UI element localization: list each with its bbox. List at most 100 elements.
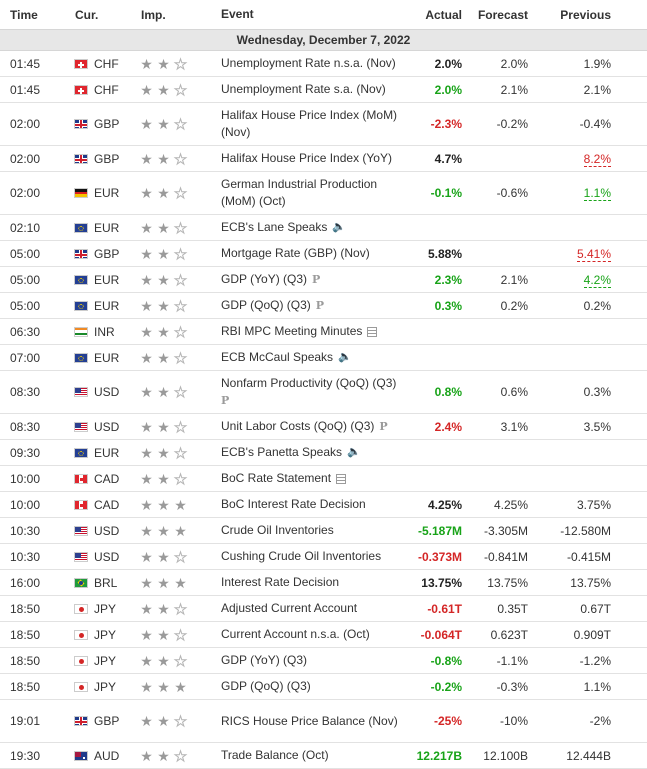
event-time: 16:00 — [10, 575, 41, 590]
event-name[interactable]: GDP (YoY) (Q3) — [221, 653, 308, 667]
table-row[interactable]: 02:10 EUR ★ ★ ★ ECB's Lane Speaks 🔈 — [0, 215, 647, 241]
table-row[interactable]: 05:00 EUR ★ ★ ★ GDP (YoY) (Q3) P 2.3% 2.1% 4.2% — [0, 267, 647, 293]
table-row[interactable]: 06:30 INR ★ ★ ★ RBI MPC Meeting Minutes — [0, 319, 647, 345]
event-name[interactable]: Crude Oil Inventories — [221, 523, 334, 537]
header-previous[interactable]: Previous — [560, 7, 611, 22]
header-actual[interactable]: Actual — [425, 7, 462, 22]
event-name[interactable]: ECB's Lane Speaks — [221, 219, 328, 234]
table-row[interactable]: 10:30 USD ★ ★ ★ Cushing Crude Oil Inventories… — [0, 544, 647, 570]
previous-value: 12.444B — [566, 748, 611, 763]
event-name[interactable]: Halifax House Price Index (MoM) (Nov) — [221, 108, 398, 139]
event-name[interactable]: GDP (QoQ) (Q3) — [221, 297, 311, 312]
event-cell[interactable]: Adjusted Current Account — [221, 600, 406, 617]
event-cell[interactable]: Unemployment Rate n.s.a. (Nov) — [221, 55, 406, 72]
header-currency[interactable]: Cur. — [75, 7, 99, 22]
event-cell[interactable]: BoC Interest Rate Decision — [221, 496, 406, 513]
forecast-value: -1.1% — [496, 653, 528, 668]
event-cell[interactable]: RBI MPC Meeting Minutes — [221, 323, 406, 340]
event-cell[interactable]: ECB's Lane Speaks 🔈 — [221, 219, 406, 236]
table-row[interactable]: 08:30 USD ★ ★ ★ Nonfarm Productivity (QoQ) (Q… — [0, 371, 647, 414]
event-name[interactable]: GDP (QoQ) (Q3) — [221, 679, 311, 693]
event-name[interactable]: Unit Labor Costs (QoQ) (Q3) — [221, 418, 375, 433]
event-time: 10:30 — [10, 549, 41, 564]
event-cell[interactable]: Mortgage Rate (GBP) (Nov) — [221, 245, 406, 262]
event-time: 08:30 — [10, 385, 41, 399]
ch-flag-icon — [74, 58, 88, 69]
header-forecast[interactable]: Forecast — [477, 7, 528, 22]
event-name[interactable]: Adjusted Current Account — [221, 601, 358, 615]
event-cell[interactable]: GDP (YoY) (Q3) — [221, 652, 406, 669]
table-row[interactable]: 18:50 JPY ★ ★ ★ Adjusted Current Account -0.61… — [0, 596, 647, 622]
table-row[interactable]: 19:30 AUD ★ ★ ★ Trade Balance (Oct) 12.217B 12.… — [0, 743, 647, 769]
event-cell[interactable]: ECB's Panetta Speaks 🔈 — [221, 444, 406, 461]
actual-value: -2.3% — [430, 117, 462, 131]
table-row[interactable]: 02:00 GBP ★ ★ ★ Halifax House Price Index (Yo… — [0, 146, 647, 172]
event-cell[interactable]: Crude Oil Inventories — [221, 522, 406, 539]
table-row[interactable]: 02:00 EUR ★ ★ ★ German Industrial Production … — [0, 172, 647, 215]
event-name[interactable]: Unemployment Rate n.s.a. (Nov) — [221, 56, 396, 70]
importance-star-icon: ★ — [140, 652, 153, 669]
event-cell[interactable]: Unit Labor Costs (QoQ) (Q3) P — [221, 418, 406, 435]
header-event[interactable]: Event — [221, 7, 254, 21]
event-name[interactable]: Current Account n.s.a. (Oct) — [221, 627, 370, 641]
event-cell[interactable]: Cushing Crude Oil Inventories — [221, 548, 406, 565]
event-cell[interactable]: GDP (QoQ) (Q3) P — [221, 297, 406, 314]
actual-value: 2.0% — [434, 56, 462, 71]
event-name[interactable]: Nonfarm Productivity (QoQ) (Q3) — [221, 375, 397, 390]
event-cell[interactable]: Interest Rate Decision — [221, 574, 406, 591]
event-cell[interactable]: GDP (QoQ) (Q3) — [221, 678, 406, 695]
importance-rating: ★ ★ ★ — [132, 272, 221, 287]
forecast-value: 0.623T — [490, 627, 528, 642]
table-row[interactable]: 05:00 GBP ★ ★ ★ Mortgage Rate (GBP) (Nov) 5.88… — [0, 241, 647, 267]
table-row[interactable]: 10:00 CAD ★ ★ ★ BoC Interest Rate Decision 4.2… — [0, 492, 647, 518]
table-row[interactable]: 01:45 CHF ★ ★ ★ Unemployment Rate n.s.a. (Nov… — [0, 51, 647, 77]
table-row[interactable]: 19:01 GBP ★ ★ ★ RICS House Price Balance (Nov… — [0, 700, 647, 743]
event-cell[interactable]: ECB McCaul Speaks 🔈 — [221, 349, 406, 366]
event-name[interactable]: Trade Balance (Oct) — [221, 748, 329, 762]
importance-rating: ★ ★ ★ — [132, 471, 221, 486]
table-row[interactable]: 02:00 GBP ★ ★ ★ Halifax House Price Index (Mo… — [0, 103, 647, 146]
table-row[interactable]: 07:00 EUR ★ ★ ★ ECB McCaul Speaks 🔈 — [0, 345, 647, 371]
event-name[interactable]: RICS House Price Balance (Nov) — [221, 713, 398, 728]
event-name[interactable]: ECB McCaul Speaks — [221, 349, 334, 364]
event-cell[interactable]: Halifax House Price Index (YoY) — [221, 150, 406, 167]
header-importance[interactable]: Imp. — [141, 7, 166, 22]
header-time[interactable]: Time — [10, 7, 38, 22]
previous-value: 0.67T — [580, 601, 611, 616]
event-name[interactable]: BoC Rate Statement — [221, 471, 332, 485]
previous-value: 2.1% — [583, 82, 611, 97]
table-row[interactable]: 10:30 USD ★ ★ ★ Crude Oil Inventories -5.187M -… — [0, 518, 647, 544]
event-name[interactable]: ECB's Panetta Speaks — [221, 444, 343, 459]
importance-star-icon: ★ — [157, 150, 170, 167]
event-name[interactable]: GDP (YoY) (Q3) — [221, 271, 308, 286]
event-cell[interactable]: German Industrial Production (MoM) (Oct) — [221, 176, 406, 210]
event-cell[interactable]: RICS House Price Balance (Nov) — [221, 713, 406, 730]
event-cell[interactable]: BoC Rate Statement — [221, 470, 406, 487]
event-cell[interactable]: Current Account n.s.a. (Oct) — [221, 626, 406, 643]
event-cell[interactable]: Halifax House Price Index (MoM) (Nov) — [221, 107, 406, 141]
event-time: 10:00 — [10, 471, 41, 486]
table-row[interactable]: 08:30 USD ★ ★ ★ Unit Labor Costs (QoQ) (Q3) P 2… — [0, 414, 647, 440]
event-name[interactable]: Halifax House Price Index (YoY) — [221, 151, 392, 165]
event-name[interactable]: RBI MPC Meeting Minutes — [221, 324, 363, 338]
table-row[interactable]: 18:50 JPY ★ ★ ★ GDP (YoY) (Q3) -0.8% -1.1% -1.2% — [0, 648, 647, 674]
event-name[interactable]: BoC Interest Rate Decision — [221, 497, 366, 511]
table-row[interactable]: 10:00 CAD ★ ★ ★ BoC Rate Statement — [0, 466, 647, 492]
table-row[interactable]: 18:50 JPY ★ ★ ★ Current Account n.s.a. (Oct) -… — [0, 622, 647, 648]
br-flag-icon — [74, 577, 88, 588]
event-cell[interactable]: Unemployment Rate s.a. (Nov) — [221, 81, 406, 98]
event-cell[interactable]: Nonfarm Productivity (QoQ) (Q3) P — [221, 375, 406, 409]
event-name[interactable]: Unemployment Rate s.a. (Nov) — [221, 82, 386, 96]
table-row[interactable]: 01:45 CHF ★ ★ ★ Unemployment Rate s.a. (Nov) 2… — [0, 77, 647, 103]
table-row[interactable]: 16:00 BRL ★ ★ ★ Interest Rate Decision 13.75% 1… — [0, 570, 647, 596]
event-cell[interactable]: GDP (YoY) (Q3) P — [221, 271, 406, 288]
event-name[interactable]: Cushing Crude Oil Inventories — [221, 549, 382, 563]
table-row[interactable]: 18:50 JPY ★ ★ ★ GDP (QoQ) (Q3) -0.2% -0.3% 1.1% — [0, 674, 647, 700]
event-name[interactable]: German Industrial Production (MoM) (Oct) — [221, 177, 378, 208]
table-row[interactable]: 05:00 EUR ★ ★ ★ GDP (QoQ) (Q3) P 0.3% 0.2% 0.2% — [0, 293, 647, 319]
event-cell[interactable]: Trade Balance (Oct) — [221, 747, 406, 764]
importance-star-icon: ★ — [140, 600, 153, 617]
event-name[interactable]: Mortgage Rate (GBP) (Nov) — [221, 246, 370, 260]
event-name[interactable]: Interest Rate Decision — [221, 575, 340, 589]
table-row[interactable]: 09:30 EUR ★ ★ ★ ECB's Panetta Speaks 🔈 — [0, 440, 647, 466]
